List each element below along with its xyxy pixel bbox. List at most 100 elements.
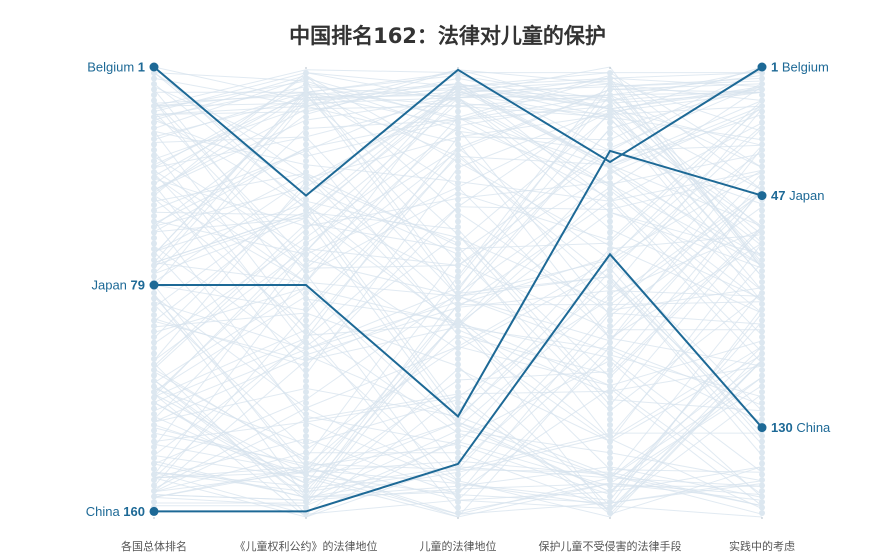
axis-dot <box>151 389 157 395</box>
axis-dot <box>455 477 461 483</box>
axis-dot <box>759 262 765 269</box>
axis-dot <box>455 389 461 395</box>
series-line-belgium <box>153 66 763 197</box>
axis-dot <box>455 306 461 313</box>
axis-dot <box>607 345 613 351</box>
axis-dot <box>759 257 765 263</box>
label-name: Belgium <box>782 60 829 75</box>
axis-dot <box>303 383 309 390</box>
series-line-japan <box>154 149 763 418</box>
axis-dot <box>759 92 765 98</box>
axis-dot <box>759 147 765 153</box>
axis-dot <box>151 86 157 93</box>
axis-dot <box>151 257 157 263</box>
axis-dot <box>455 471 461 478</box>
axis-dot <box>303 130 309 137</box>
axis-dot <box>607 290 613 296</box>
axis-dot <box>607 323 613 329</box>
axis-dot <box>151 251 157 258</box>
axis-dot <box>151 488 157 494</box>
axis-dot <box>759 273 765 280</box>
axis-dot <box>455 136 461 142</box>
axis-dot <box>607 119 613 126</box>
axis-dot <box>455 81 461 87</box>
axis-dot <box>759 438 765 445</box>
axis-dot <box>151 394 157 401</box>
axis-dot <box>151 361 157 368</box>
axis-dot <box>759 361 765 368</box>
endpoint-dot <box>149 280 159 290</box>
axis-dot <box>303 92 309 98</box>
axis-dot <box>455 119 461 126</box>
axis-dot <box>759 268 765 274</box>
axis-dot <box>455 422 461 428</box>
axis-dot <box>607 279 613 285</box>
axis-dot <box>303 444 309 450</box>
highlight-lines-group <box>149 62 767 516</box>
axis-dot <box>759 389 765 395</box>
axis-dot <box>303 81 309 87</box>
axis-dot <box>759 411 765 417</box>
axis-dot <box>303 174 309 181</box>
axis-dot <box>607 378 613 384</box>
axis-dot <box>303 449 309 456</box>
axis-dot <box>455 361 461 368</box>
axis-dot <box>607 273 613 280</box>
axis-dot <box>455 334 461 340</box>
axis-dot <box>455 185 461 192</box>
axis-label: 儿童的法律地位 <box>420 539 497 553</box>
axis-dot <box>455 125 461 131</box>
right-label-japan: 47 Japan <box>771 188 825 203</box>
axis-dot <box>455 163 461 170</box>
axis-dot <box>607 240 613 247</box>
axis-dot <box>759 367 765 373</box>
axis-dot <box>303 471 309 478</box>
axis-dot <box>455 169 461 175</box>
axis-dot <box>455 114 461 120</box>
axis-dot <box>455 262 461 269</box>
axis-dot <box>455 444 461 450</box>
left-label-belgium: Belgium 1 <box>87 60 145 75</box>
axis-dot <box>607 367 613 373</box>
axis-dot <box>303 246 309 252</box>
axis-dot <box>151 499 157 505</box>
axis-dot <box>303 202 309 208</box>
axis-dot <box>455 97 461 104</box>
axis-dot <box>759 169 765 175</box>
series-line-china <box>154 252 763 513</box>
axis-dot <box>759 180 765 186</box>
axis-dot <box>759 455 765 461</box>
axis-dot <box>151 400 157 406</box>
axis-dot <box>151 295 157 302</box>
axis-dot <box>607 361 613 368</box>
axis-dot <box>151 125 157 131</box>
axis-dot <box>455 345 461 351</box>
endpoint-dot <box>757 423 767 433</box>
axis-dot <box>607 433 613 439</box>
axis-dot <box>151 180 157 186</box>
axis-dot <box>151 119 157 126</box>
axis-dot <box>303 433 309 439</box>
axis-dot <box>455 158 461 164</box>
axis-dot <box>759 328 765 335</box>
axis-dot <box>759 510 765 516</box>
axis-dot <box>607 350 613 357</box>
label-name: Japan <box>789 188 824 203</box>
axis-dot <box>607 477 613 483</box>
label-rank: 160 <box>123 504 145 519</box>
axis-dot <box>151 339 157 346</box>
axis-dot <box>607 97 613 104</box>
axis-dot <box>759 279 765 285</box>
axis-dot <box>151 444 157 450</box>
axis-dot <box>607 504 613 511</box>
axis-dot <box>455 504 461 511</box>
axis-dot <box>151 493 157 500</box>
axis-dot <box>759 334 765 340</box>
axis-dot <box>303 235 309 241</box>
axis-dot <box>303 185 309 192</box>
axes-group: 各国总体排名 《儿童权利公约》的法律地位 儿童的法律地位 保护儿童不受侵害的法律手段 实… <box>121 67 795 553</box>
axis-dot <box>759 141 765 148</box>
axis-dot <box>759 504 765 511</box>
axis-dot <box>607 169 613 175</box>
axis-dot <box>607 422 613 428</box>
